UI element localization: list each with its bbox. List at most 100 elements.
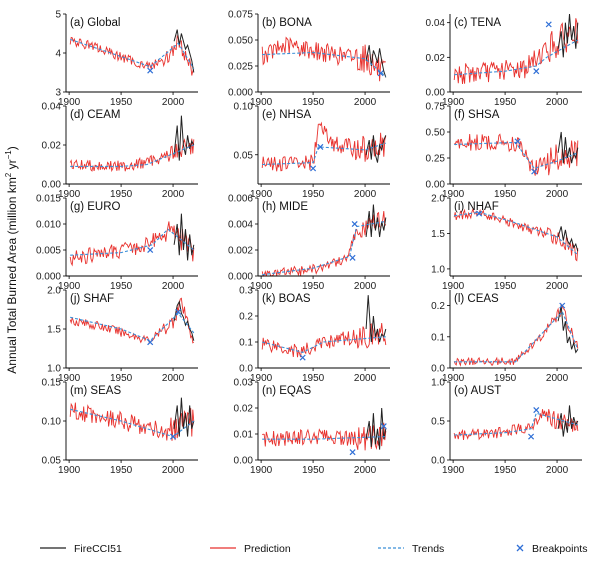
fireccI51-line xyxy=(557,226,579,252)
breakpoint-marker xyxy=(377,70,384,77)
panel-9: 1.0 1.5 2.0 1900 1950 2000 (j) SHAF xyxy=(47,286,198,384)
y-tick-label: 1.5 xyxy=(431,229,445,240)
x-tick-label: 1900 xyxy=(58,281,81,292)
y-tick-label: 0.04 xyxy=(426,18,446,29)
panel-1: 0.000 0.025 0.050 0.075 1900 1950 2000 (b) BONA xyxy=(228,10,390,108)
legend-item-1: Prediction xyxy=(210,543,291,555)
panel-6: 0.000 0.005 0.010 0.015 1900 1950 2000 (g) EURO xyxy=(36,194,198,292)
panel-plot-area xyxy=(261,295,387,361)
fireccI51-line xyxy=(173,213,195,261)
breakpoint-marker xyxy=(559,302,566,309)
x-tick-label: 1900 xyxy=(442,97,465,108)
panel-title: (n) EQAS xyxy=(262,385,312,397)
panel-4: 0.05 0.10 1900 1950 2000 (e) NHSA xyxy=(234,102,390,200)
breakpoint-marker xyxy=(349,449,356,456)
panel-10: 0.0 0.1 0.2 0.3 1900 1950 2000 (k) BOAS xyxy=(239,286,390,384)
x-tick-label: 1950 xyxy=(302,189,325,200)
x-tick-label: 2000 xyxy=(162,97,185,108)
panel-plot-area xyxy=(69,297,195,346)
y-tick-label: 0.000 xyxy=(228,272,253,283)
trend-line xyxy=(262,436,386,440)
x-tick-label: 1900 xyxy=(442,189,465,200)
panel-title: (e) NHSA xyxy=(262,109,312,121)
y-tick-label: 0.002 xyxy=(228,246,253,257)
y-tick-label: 3 xyxy=(55,88,61,99)
y-tick-label: 0.00 xyxy=(42,180,62,191)
legend-item-3: Breakpoints xyxy=(516,543,587,555)
trend-line xyxy=(70,312,195,342)
y-tick-label: 0.0 xyxy=(239,364,253,375)
panel-12: 0.05 0.10 0.15 1900 1950 2000 (m) SEAS xyxy=(42,378,198,476)
panel-plot-area xyxy=(453,405,579,441)
breakpoint-marker xyxy=(310,165,317,172)
trend-line xyxy=(262,336,386,353)
x-tick-label: 1950 xyxy=(494,97,517,108)
y-tick-label: 0.75 xyxy=(426,102,446,113)
legend-label: Prediction xyxy=(244,543,291,555)
x-tick-label: 1950 xyxy=(110,373,133,384)
x-tick-label: 2000 xyxy=(546,281,569,292)
prediction-line xyxy=(453,302,579,367)
y-tick-label: 0.03 xyxy=(234,378,254,389)
y-tick-label: 0.15 xyxy=(42,378,62,389)
breakpoint-marker xyxy=(349,254,356,261)
panel-3: 0.00 0.02 0.04 1900 1950 2000 (d) CEAM xyxy=(42,102,198,200)
panel-plot-area xyxy=(69,213,195,267)
y-tick-label: 0.02 xyxy=(426,53,446,64)
breakpoint-marker xyxy=(175,308,182,315)
x-tick-label: 1950 xyxy=(110,281,133,292)
breakpoint-marker xyxy=(147,246,154,254)
x-tick-label: 2000 xyxy=(546,465,569,476)
x-tick-label: 1900 xyxy=(58,373,81,384)
y-tick-label: 0.01 xyxy=(234,430,254,441)
panel-title: (f) SHSA xyxy=(454,109,500,121)
fireccI51-line xyxy=(557,405,579,437)
panel-title: (d) CEAM xyxy=(70,109,120,121)
panel-title: (c) TENA xyxy=(454,17,501,29)
y-tick-label: 0.00 xyxy=(426,180,446,191)
y-tick-label: 1.0 xyxy=(431,378,445,389)
y-tick-label: 0.0 xyxy=(431,364,445,375)
trend-line xyxy=(70,38,195,69)
y-tick-label: 0.02 xyxy=(42,141,62,152)
breakpoint-marker xyxy=(531,168,538,175)
x-tick-label: 1950 xyxy=(302,281,325,292)
fireccI51-line xyxy=(557,13,579,58)
panel-title: (m) SEAS xyxy=(70,385,121,397)
prediction-line xyxy=(261,211,387,277)
y-tick-label: 2.0 xyxy=(431,194,445,205)
panel-plot-area xyxy=(261,204,387,277)
y-tick-label: 4 xyxy=(55,49,61,60)
x-tick-label: 2000 xyxy=(354,97,377,108)
x-tick-label: 1900 xyxy=(250,281,273,292)
fireccI51-line xyxy=(557,305,579,354)
x-tick-label: 1900 xyxy=(58,189,81,200)
panel-title: (l) CEAS xyxy=(454,293,499,305)
x-tick-label: 2000 xyxy=(354,465,377,476)
fireccI51-line xyxy=(173,29,195,73)
y-tick-label: 0.010 xyxy=(36,220,61,231)
x-tick-label: 2000 xyxy=(162,281,185,292)
figure-ylabel: Annual Total Burned Area (million km2 yr… xyxy=(4,146,19,373)
y-tick-label: 0.006 xyxy=(228,194,253,205)
x-tick-label: 1900 xyxy=(442,281,465,292)
x-tick-label: 1950 xyxy=(110,465,133,476)
panel-title: (o) AUST xyxy=(454,385,501,397)
x-tick-label: 1950 xyxy=(494,189,517,200)
breakpoint-marker xyxy=(351,220,358,228)
y-tick-label: 0.04 xyxy=(42,102,62,113)
x-tick-label: 1950 xyxy=(494,281,517,292)
legend-label: Breakpoints xyxy=(532,543,587,555)
panel-title: (a) Global xyxy=(70,17,121,29)
panel-plot-area xyxy=(69,115,195,173)
x-tick-label: 2000 xyxy=(354,373,377,384)
prediction-line xyxy=(453,409,579,441)
legend-label: FireCCI51 xyxy=(74,543,122,555)
y-tick-label: 0.000 xyxy=(228,88,253,99)
y-tick-label: 0.10 xyxy=(234,102,254,113)
panel-14: 0.0 0.5 1.0 1900 1950 2000 (o) AUST xyxy=(431,378,582,476)
panel-5: 0.00 0.25 0.50 0.75 1900 1950 2000 (f) SHSA xyxy=(426,102,582,200)
panel-title: (b) BONA xyxy=(262,17,312,29)
trend-line xyxy=(262,220,386,276)
